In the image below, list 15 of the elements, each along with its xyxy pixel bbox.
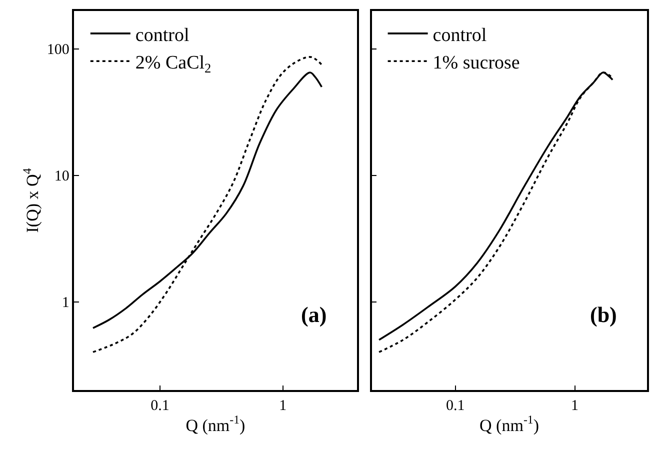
legend-label: 2% CaCl$_{2}$ xyxy=(135,52,212,76)
legend-label: 1% sucrose xyxy=(432,52,520,74)
x-axis-title: Q (nm$^{-1}$) xyxy=(480,412,540,435)
annotation: (b) xyxy=(590,302,617,327)
y-tick-label: 1 xyxy=(62,295,70,312)
x-tick-label: 0.1 xyxy=(150,398,170,414)
y-tick-label: 100 xyxy=(46,42,70,58)
annotation: (a) xyxy=(301,302,327,327)
x-tick-label: 0.1 xyxy=(446,398,465,414)
y-tick-label: 10 xyxy=(54,168,70,185)
x-tick-label: 1 xyxy=(279,398,287,414)
x-tick-label: 1 xyxy=(571,398,579,414)
legend-label: control xyxy=(135,24,190,46)
legend-label: control xyxy=(432,24,487,46)
x-axis-title: Q (nm$^{-1}$) xyxy=(186,412,246,435)
